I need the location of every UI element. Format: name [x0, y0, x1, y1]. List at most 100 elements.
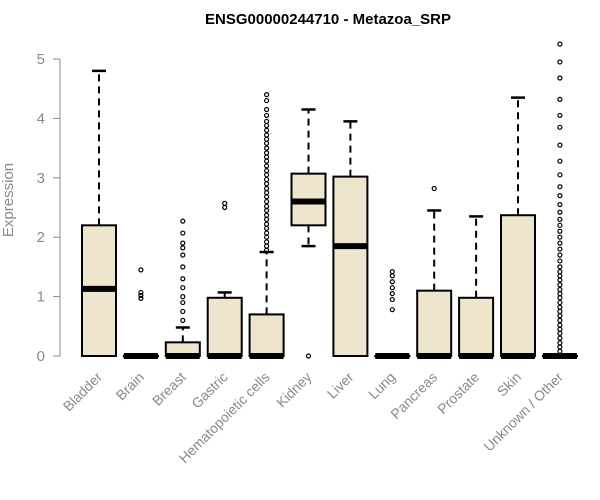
outlier-point [557, 41, 563, 47]
outlier-point [180, 299, 186, 306]
box-breast [164, 218, 201, 359]
box-bladder [81, 69, 117, 357]
outlier-point [180, 308, 186, 315]
outlier-point [557, 158, 563, 164]
outlier-point [557, 308, 563, 315]
outlier-point [264, 203, 270, 209]
outlier-point [557, 216, 563, 222]
outlier-point [305, 353, 312, 359]
outlier-point [557, 142, 563, 148]
outlier-point [264, 176, 270, 183]
outlier-point [557, 277, 563, 283]
outlier-point [264, 127, 270, 133]
iqr-box [500, 214, 536, 357]
outlier-point [264, 230, 270, 236]
outlier-point [138, 295, 144, 301]
outlier-point [557, 124, 563, 130]
outlier-point [557, 335, 563, 341]
outlier-point [557, 246, 563, 252]
outlier-point [557, 234, 563, 240]
outlier-point [557, 258, 563, 264]
outlier-point [180, 276, 186, 282]
x-tick-label: Unknown / Other [480, 369, 566, 455]
outlier-point [180, 317, 186, 323]
iqr-box [248, 313, 285, 358]
outlier-point [557, 184, 563, 190]
box-liver [332, 120, 369, 357]
outlier-point [180, 285, 186, 291]
y-tick-label: 0 [37, 348, 45, 365]
y-axis-label: Expression [0, 163, 17, 237]
outlier-point [264, 221, 270, 227]
x-tick-label: Bladder [60, 369, 106, 415]
box-lung [374, 269, 411, 359]
outlier-point [264, 181, 270, 187]
outlier-point [557, 59, 563, 65]
outlier-point [264, 158, 270, 164]
outlier-point [557, 222, 563, 228]
outlier-point [264, 239, 270, 245]
outlier-point [180, 252, 186, 258]
outlier-point [264, 132, 270, 138]
outlier-point [557, 344, 563, 350]
outlier-point [264, 106, 270, 113]
outlier-point [557, 299, 563, 306]
outlier-point [557, 273, 563, 279]
boxes-group [81, 41, 578, 359]
outlier-point [264, 168, 270, 174]
outlier-point [557, 348, 563, 354]
iqr-box [416, 289, 453, 357]
chart-title: ENSG00000244710 - Metazoa_SRP [205, 11, 451, 28]
outlier-point [264, 194, 270, 200]
outlier-point [389, 273, 395, 279]
x-tick-label: Breast [149, 369, 189, 409]
iqr-box [206, 296, 243, 357]
outlier-point [264, 118, 270, 124]
outlier-point [180, 240, 186, 246]
box-pancreas [416, 185, 453, 359]
outlier-point [389, 285, 395, 291]
box-gastric [206, 200, 243, 359]
outlier-point [557, 201, 563, 208]
outlier-point [264, 212, 270, 218]
outlier-point [557, 75, 563, 81]
box-brain [122, 267, 159, 359]
y-tick-label: 3 [37, 170, 45, 187]
outlier-point [557, 252, 563, 258]
outlier-point [557, 291, 563, 297]
outlier-point [264, 122, 270, 129]
outlier-point [264, 154, 270, 160]
outlier-point [264, 185, 270, 192]
outlier-point [557, 326, 563, 332]
outlier-point [264, 145, 270, 151]
outlier-point [557, 193, 563, 199]
outlier-point [389, 269, 395, 275]
outlier-point [389, 279, 395, 285]
outlier-point [264, 140, 270, 146]
outlier-point [557, 172, 563, 178]
y-axis: 0 1 2 3 4 5 [37, 51, 61, 365]
outlier-point [264, 97, 270, 104]
outlier-point [557, 96, 563, 102]
y-tick-label: 4 [37, 110, 45, 127]
outlier-point [138, 267, 144, 273]
outlier-point [264, 247, 270, 253]
outlier-point [222, 200, 228, 206]
y-tick-label: 5 [37, 51, 45, 68]
outlier-point [138, 289, 144, 296]
outlier-point [180, 245, 186, 251]
x-tick-label: Kidney [273, 369, 315, 411]
outlier-point [557, 209, 563, 215]
outlier-point [557, 295, 563, 301]
box-prostate [458, 215, 495, 359]
outlier-point [264, 234, 270, 240]
outlier-point [222, 204, 228, 211]
outlier-point [557, 304, 563, 310]
outlier-point [264, 190, 270, 196]
outlier-point [264, 136, 270, 142]
outlier-point [431, 185, 437, 192]
y-tick-label: 2 [37, 229, 45, 246]
outlier-point [264, 92, 270, 98]
y-tick-label: 1 [37, 289, 45, 306]
